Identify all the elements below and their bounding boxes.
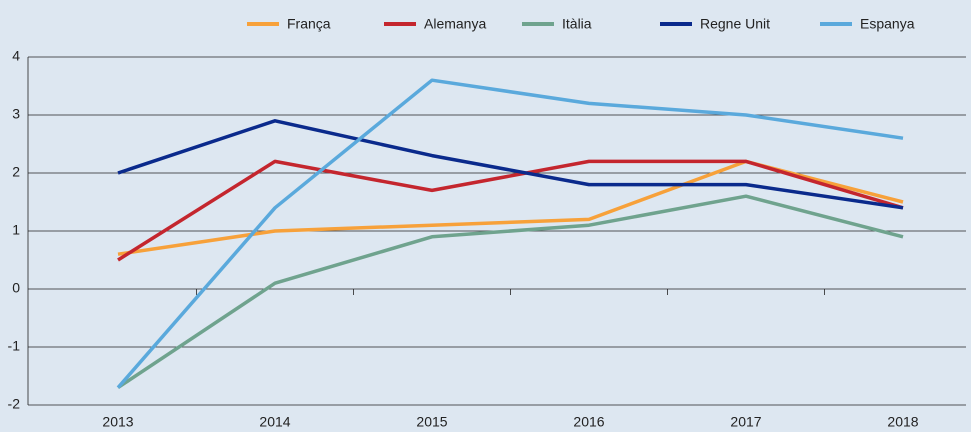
x-tick-label: 2013 (102, 414, 133, 430)
legend-label: Regne Unit (700, 16, 770, 32)
legend-label: Itàlia (562, 16, 592, 32)
line-series (117, 159, 904, 262)
y-tick-label: 2 (12, 164, 20, 180)
line-series (116, 78, 904, 389)
y-tick-label: 4 (12, 48, 20, 64)
y-tick-label: -1 (8, 338, 21, 354)
line-series (117, 119, 904, 210)
x-tick-label: 2015 (416, 414, 447, 430)
line-series (117, 194, 904, 390)
y-tick-label: 3 (12, 106, 20, 122)
legend-label: Espanya (860, 16, 915, 32)
x-tick-label: 2017 (730, 414, 761, 430)
y-tick-label: -2 (8, 396, 21, 412)
x-tick-label: 2018 (887, 414, 918, 430)
y-tick-label: 1 (12, 222, 20, 238)
legend-label: França (287, 16, 331, 32)
legend-label: Alemanya (424, 16, 486, 32)
y-tick-label: 0 (12, 280, 20, 296)
x-tick-label: 2016 (573, 414, 604, 430)
x-tick-label: 2014 (259, 414, 290, 430)
